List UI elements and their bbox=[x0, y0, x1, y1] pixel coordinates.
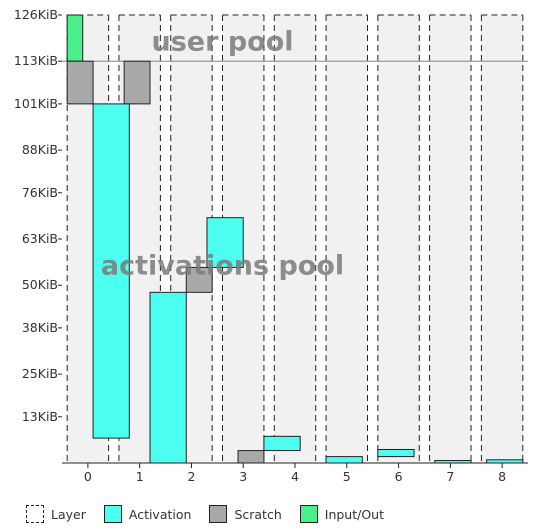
block-scratch bbox=[237, 450, 265, 464]
legend-label-activation: Activation bbox=[128, 506, 192, 522]
legend-item-scratch[interactable]: Scratch bbox=[209, 505, 282, 523]
y-tick-label: 50KiB bbox=[22, 277, 58, 292]
legend-swatch-input-output bbox=[299, 505, 318, 523]
y-axis-ticks: 13KiB 25KiB 38KiB 50KiB 63KiB 76KiB 88KiB 101Ki… bbox=[14, 7, 62, 424]
x-tick-label: 1 bbox=[136, 469, 144, 484]
legend-swatch-activation bbox=[103, 505, 122, 523]
block-scratch bbox=[123, 60, 151, 105]
legend-item-activation[interactable]: Activation bbox=[103, 505, 192, 523]
x-tick-label: 3 bbox=[239, 469, 247, 484]
x-tick-label: 4 bbox=[291, 469, 299, 484]
block-activation bbox=[206, 217, 244, 268]
legend-swatch-layer bbox=[26, 505, 44, 523]
y-tick-label: 88KiB bbox=[22, 142, 58, 157]
layer-band bbox=[481, 15, 523, 463]
y-tick-label: 38KiB bbox=[22, 320, 58, 335]
x-tick-label: 6 bbox=[395, 469, 403, 484]
y-tick-label: 63KiB bbox=[22, 231, 58, 246]
legend-label-layer: Layer bbox=[51, 506, 86, 522]
block-scratch bbox=[66, 60, 94, 105]
legend: Layer Activation Scratch Input/Output bbox=[26, 502, 385, 526]
y-tick-label: 25KiB bbox=[22, 366, 58, 381]
block-input-output bbox=[66, 14, 84, 62]
legend-swatch-scratch bbox=[209, 505, 228, 523]
y-tick-label: 126KiB bbox=[14, 7, 58, 22]
legend-label-input-output: Input/Output bbox=[324, 506, 385, 522]
layer-bands bbox=[66, 14, 524, 463]
pool-label-activations-pool: activations pool bbox=[101, 251, 344, 282]
x-tick-label: 8 bbox=[498, 469, 506, 484]
block-activation bbox=[325, 456, 363, 464]
memory-allocation-chart: user pool activations pool 13KiB 25KiB 38Ki… bbox=[14, 7, 528, 484]
y-tick-label: 113KiB bbox=[14, 53, 58, 68]
y-tick-label: 101KiB bbox=[14, 96, 58, 111]
y-tick-label: 13KiB bbox=[22, 409, 58, 424]
block-scratch bbox=[185, 266, 213, 293]
block-activation bbox=[149, 291, 187, 464]
layer-band bbox=[326, 15, 368, 463]
pool-label-user-pool: user pool bbox=[152, 27, 294, 58]
block-activation bbox=[92, 103, 130, 439]
x-tick-label: 5 bbox=[343, 469, 351, 484]
x-tick-label: 2 bbox=[187, 469, 195, 484]
x-tick-label: 0 bbox=[84, 469, 92, 484]
allocation-blocks bbox=[66, 14, 524, 464]
legend-label-scratch: Scratch bbox=[234, 506, 282, 522]
x-axis-ticks: 0 1 2 3 4 5 6 7 8 bbox=[84, 463, 506, 484]
layer-band bbox=[377, 15, 420, 463]
legend-item-layer[interactable]: Layer bbox=[26, 505, 86, 523]
block-activation bbox=[377, 448, 415, 458]
x-tick-label: 7 bbox=[446, 469, 454, 484]
legend-item-input-output[interactable]: Input/Output bbox=[299, 505, 385, 523]
y-tick-label: 76KiB bbox=[22, 185, 58, 200]
layer-band bbox=[429, 15, 472, 463]
block-activation bbox=[263, 435, 301, 452]
layer-band bbox=[274, 15, 316, 463]
pool-labels: user pool activations pool bbox=[101, 27, 344, 282]
